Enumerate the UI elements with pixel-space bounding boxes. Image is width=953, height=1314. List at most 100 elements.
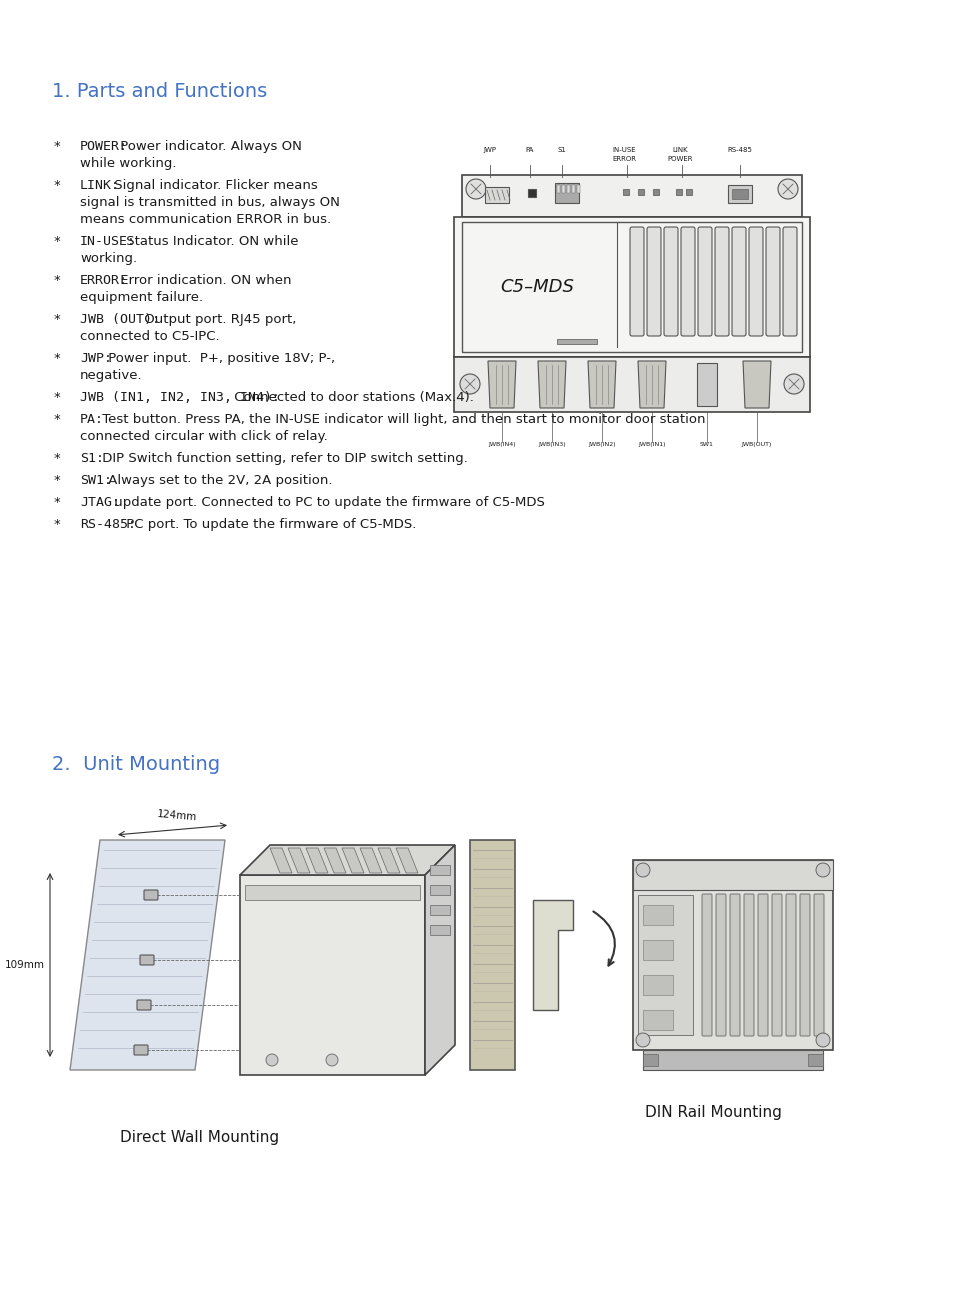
Polygon shape xyxy=(288,848,310,872)
Bar xyxy=(638,189,643,194)
Circle shape xyxy=(783,374,803,394)
Text: JWB (IN1, IN2, IN3, IN4):: JWB (IN1, IN2, IN3, IN4): xyxy=(80,392,280,403)
Bar xyxy=(731,189,747,198)
FancyBboxPatch shape xyxy=(629,227,643,336)
Text: JWB(IN1): JWB(IN1) xyxy=(638,442,665,447)
Bar xyxy=(470,840,515,1070)
Text: Always set to the 2V, 2A position.: Always set to the 2V, 2A position. xyxy=(104,474,333,487)
FancyBboxPatch shape xyxy=(813,894,823,1035)
Bar xyxy=(622,189,628,194)
Bar xyxy=(676,189,681,194)
Polygon shape xyxy=(359,848,381,872)
Text: ERROR:: ERROR: xyxy=(80,275,128,286)
Text: 1. Parts and Functions: 1. Parts and Functions xyxy=(52,81,267,101)
FancyBboxPatch shape xyxy=(144,890,158,900)
Bar xyxy=(577,185,579,193)
Circle shape xyxy=(459,374,479,394)
Text: JTAG:: JTAG: xyxy=(80,495,120,509)
Text: RS-485:: RS-485: xyxy=(80,518,136,531)
Bar xyxy=(642,975,672,995)
Bar xyxy=(461,175,801,217)
Bar xyxy=(461,222,801,352)
Text: *: * xyxy=(54,141,61,152)
Bar xyxy=(633,859,832,890)
FancyBboxPatch shape xyxy=(743,894,753,1035)
FancyBboxPatch shape xyxy=(782,227,796,336)
Text: JWB(IN3): JWB(IN3) xyxy=(537,442,565,447)
FancyBboxPatch shape xyxy=(729,894,740,1035)
Polygon shape xyxy=(306,848,328,872)
Text: means communication ERROR in bus.: means communication ERROR in bus. xyxy=(80,213,331,226)
Text: JWB(OUT): JWB(OUT) xyxy=(741,442,771,447)
Circle shape xyxy=(636,863,649,876)
FancyBboxPatch shape xyxy=(646,227,660,336)
Text: *: * xyxy=(54,474,61,487)
Text: *: * xyxy=(54,313,61,326)
Polygon shape xyxy=(377,848,399,872)
FancyBboxPatch shape xyxy=(137,1000,151,1010)
Polygon shape xyxy=(587,361,616,409)
Text: Test button. Press PA, the IN-USE indicator will light, and then start to monito: Test button. Press PA, the IN-USE indica… xyxy=(98,413,705,426)
Text: IN-USE: IN-USE xyxy=(612,147,635,152)
Text: *: * xyxy=(54,413,61,426)
Bar xyxy=(642,1010,672,1030)
Bar xyxy=(642,940,672,961)
Text: JWP:: JWP: xyxy=(80,352,112,365)
Circle shape xyxy=(326,1054,337,1066)
Text: connected to C5-IPC.: connected to C5-IPC. xyxy=(80,330,219,343)
Bar xyxy=(430,925,450,936)
Bar xyxy=(642,1054,658,1066)
Circle shape xyxy=(778,179,797,198)
Bar xyxy=(572,185,575,193)
Text: POWER: POWER xyxy=(666,156,692,162)
Text: negative.: negative. xyxy=(80,369,143,382)
Text: Signal indicator. Flicker means: Signal indicator. Flicker means xyxy=(110,179,317,192)
Bar xyxy=(555,183,578,202)
Text: LINK:: LINK: xyxy=(80,179,120,192)
Bar xyxy=(454,217,809,357)
Polygon shape xyxy=(270,848,292,872)
Polygon shape xyxy=(341,848,364,872)
FancyBboxPatch shape xyxy=(698,227,711,336)
Text: Direct Wall Mounting: Direct Wall Mounting xyxy=(120,1130,279,1144)
Text: *: * xyxy=(54,179,61,192)
Text: Status Indicator. ON while: Status Indicator. ON while xyxy=(122,235,298,248)
Bar xyxy=(430,886,450,895)
FancyBboxPatch shape xyxy=(771,894,781,1035)
Polygon shape xyxy=(395,848,417,872)
Text: SW1: SW1 xyxy=(700,442,713,447)
FancyBboxPatch shape xyxy=(140,955,153,964)
Text: POWER:: POWER: xyxy=(80,141,128,152)
Text: SW1:: SW1: xyxy=(80,474,112,487)
Bar xyxy=(484,187,509,202)
Polygon shape xyxy=(324,848,346,872)
Text: JWP: JWP xyxy=(483,147,496,152)
Polygon shape xyxy=(638,361,665,409)
Text: S1: S1 xyxy=(557,147,566,152)
Text: 2.  Unit Mounting: 2. Unit Mounting xyxy=(52,756,220,774)
Bar xyxy=(454,357,809,413)
Text: Power input.  P+, positive 18V; P-,: Power input. P+, positive 18V; P-, xyxy=(104,352,335,365)
FancyBboxPatch shape xyxy=(765,227,780,336)
Text: IN-USE:: IN-USE: xyxy=(80,235,136,248)
Bar xyxy=(527,189,536,197)
FancyBboxPatch shape xyxy=(785,894,795,1035)
Text: LINK: LINK xyxy=(672,147,687,152)
Text: update port. Connected to PC to update the firmware of C5-MDS: update port. Connected to PC to update t… xyxy=(110,495,544,509)
Text: Power indicator. Always ON: Power indicator. Always ON xyxy=(116,141,301,152)
Polygon shape xyxy=(240,845,455,875)
Text: PA: PA xyxy=(525,147,534,152)
Text: ERROR: ERROR xyxy=(612,156,636,162)
Bar xyxy=(642,1050,822,1070)
Circle shape xyxy=(465,179,485,198)
Text: C5–MDS: C5–MDS xyxy=(499,279,574,296)
Polygon shape xyxy=(488,361,516,409)
Polygon shape xyxy=(537,361,565,409)
FancyBboxPatch shape xyxy=(133,1045,148,1055)
Bar xyxy=(638,895,692,1035)
Text: *: * xyxy=(54,352,61,365)
Bar xyxy=(807,1054,822,1066)
Bar xyxy=(245,886,419,900)
Text: 124mm: 124mm xyxy=(157,808,197,823)
Bar xyxy=(566,185,569,193)
